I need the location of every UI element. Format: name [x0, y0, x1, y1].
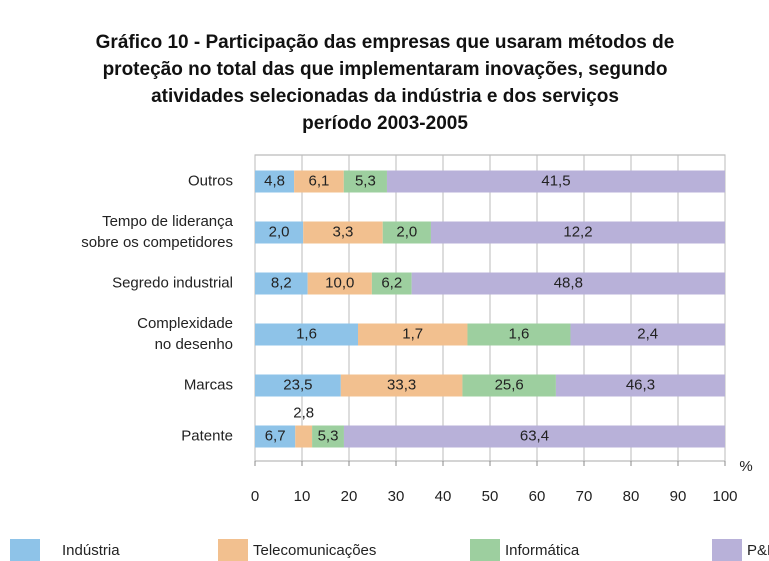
- bar-segment: [340, 374, 463, 397]
- y-tick-label: sobre os competidores: [81, 234, 233, 251]
- y-tick-label: Complexidade: [137, 315, 233, 332]
- bar-segment: [312, 425, 344, 448]
- bar-segment: [294, 170, 344, 193]
- bar-segment: [462, 374, 556, 397]
- bar-segment: [570, 323, 725, 346]
- value-label: 25,6: [495, 376, 524, 393]
- bar-segment: [382, 221, 431, 244]
- value-label: 8,2: [271, 274, 292, 291]
- bar-segment: [307, 272, 372, 295]
- legend-swatch: [10, 539, 40, 561]
- legend-label: Informática: [505, 542, 580, 559]
- value-label: 1,7: [402, 325, 423, 342]
- legend-swatch: [218, 539, 248, 561]
- legend-label: P&D: [747, 542, 769, 559]
- value-label: 6,1: [309, 172, 330, 189]
- x-tick-label: 80: [623, 488, 640, 505]
- value-label: 12,2: [563, 223, 592, 240]
- x-tick-label: 100: [712, 488, 737, 505]
- x-axis-label: %: [739, 458, 752, 475]
- bar-segment: [343, 170, 387, 193]
- bar-segment: [255, 221, 304, 244]
- y-tick-label: Patente: [181, 427, 233, 444]
- value-label: 1,6: [296, 325, 317, 342]
- value-label: 5,3: [318, 427, 339, 444]
- chart-title: proteção no total das que implementaram …: [103, 59, 668, 80]
- x-tick-label: 10: [294, 488, 311, 505]
- value-label: 2,0: [269, 223, 290, 240]
- value-label: 6,2: [381, 274, 402, 291]
- bar-segment: [467, 323, 571, 346]
- bar-segment: [430, 221, 725, 244]
- bar-segment: [295, 425, 313, 448]
- y-tick-label: no desenho: [155, 336, 233, 353]
- x-tick-label: 90: [670, 488, 687, 505]
- value-label: 5,3: [355, 172, 376, 189]
- bar-segment: [386, 170, 725, 193]
- value-label: 4,8: [264, 172, 285, 189]
- y-tick-label: Outros: [188, 172, 233, 189]
- chart-title: período 2003-2005: [302, 113, 468, 134]
- value-label: 48,8: [554, 274, 583, 291]
- chart-title: atividades selecionadas da indústria e d…: [151, 86, 619, 107]
- value-label: 63,4: [520, 427, 549, 444]
- legend-swatch: [470, 539, 500, 561]
- legend-label: Telecomunicações: [253, 542, 376, 559]
- x-tick-label: 30: [388, 488, 405, 505]
- bar-segment: [303, 221, 383, 244]
- x-tick-label: 40: [435, 488, 452, 505]
- bar-segment: [411, 272, 725, 295]
- bar-segment: [371, 272, 412, 295]
- x-tick-label: 20: [341, 488, 358, 505]
- chart-title: Gráfico 10 - Participação das empresas q…: [96, 32, 675, 53]
- x-tick-label: 70: [576, 488, 593, 505]
- bar-segment: [255, 170, 295, 193]
- value-label: 2,8: [293, 404, 314, 421]
- legend-label: Indústria: [62, 542, 120, 559]
- value-label: 2,4: [637, 325, 658, 342]
- value-label: 33,3: [387, 376, 416, 393]
- x-tick-label: 50: [482, 488, 499, 505]
- value-label: 2,0: [396, 223, 417, 240]
- y-tick-label: Marcas: [184, 376, 233, 393]
- value-label: 3,3: [333, 223, 354, 240]
- bar-segment: [255, 425, 296, 448]
- legend-swatch: [712, 539, 742, 561]
- x-tick-label: 60: [529, 488, 546, 505]
- bar-segment: [343, 425, 725, 448]
- bar-segment: [555, 374, 725, 397]
- value-label: 10,0: [325, 274, 354, 291]
- value-label: 6,7: [265, 427, 286, 444]
- x-tick-label: 0: [251, 488, 259, 505]
- bar-segment: [255, 374, 341, 397]
- value-label: 46,3: [626, 376, 655, 393]
- y-tick-label: Tempo de liderança: [102, 213, 234, 230]
- bar-segment: [358, 323, 468, 346]
- y-tick-label: Segredo industrial: [112, 274, 233, 291]
- value-label: 1,6: [509, 325, 530, 342]
- value-label: 23,5: [283, 376, 312, 393]
- bar-segment: [255, 323, 359, 346]
- value-label: 41,5: [541, 172, 570, 189]
- bar-segment: [255, 272, 308, 295]
